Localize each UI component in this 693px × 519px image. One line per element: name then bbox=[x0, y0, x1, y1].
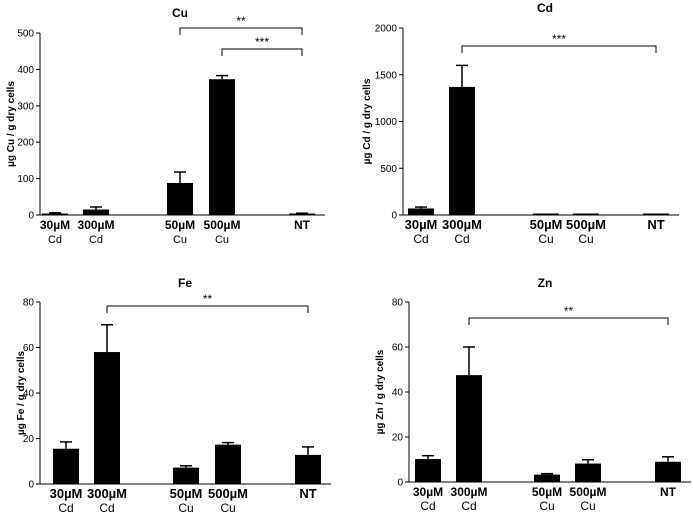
x-tick-label: 50µM bbox=[530, 217, 563, 232]
y-tick-label: 400 bbox=[17, 65, 34, 76]
bar-0 bbox=[408, 208, 434, 215]
chart-title: Cd bbox=[537, 1, 553, 15]
y-tick-label: 0 bbox=[397, 478, 403, 489]
significance-bracket bbox=[221, 48, 303, 56]
significance-label: ** bbox=[236, 14, 246, 28]
chart-panel-Cu: Cu 0 100 200 300 400 500 µg Cu / g dry cells 30µ… bbox=[6, 6, 325, 246]
y-tick-label: 20 bbox=[392, 433, 404, 444]
bar-2 bbox=[167, 182, 193, 215]
x-tick-label: 500µM bbox=[204, 218, 241, 232]
y-tick-label: 0 bbox=[28, 480, 34, 491]
x-tick-label: NT bbox=[299, 486, 316, 501]
y-tick-label: 0 bbox=[28, 211, 34, 222]
significance-label: ** bbox=[564, 304, 574, 318]
x-tick-label: NT bbox=[647, 217, 664, 232]
chart-panel-Cd: Cd 0 500 1000 1500 2000 µg Cd / g dry cells 30µ… bbox=[362, 1, 679, 246]
x-tick-sublabel: Cd bbox=[89, 234, 103, 246]
x-tick-sublabel: Cd bbox=[420, 499, 435, 513]
x-tick-sublabel: Cu bbox=[539, 499, 554, 513]
x-tick-label: NT bbox=[660, 485, 677, 499]
bar-0 bbox=[53, 448, 79, 484]
bar-1 bbox=[449, 86, 475, 215]
y-tick-label: 500 bbox=[17, 29, 34, 40]
x-tick-sublabel: Cu bbox=[178, 501, 193, 515]
y-tick-label: 80 bbox=[392, 298, 404, 309]
x-tick-sublabel: Cd bbox=[461, 499, 476, 513]
x-tick-sublabel: Cd bbox=[48, 234, 62, 246]
y-tick-label: 100 bbox=[17, 174, 34, 185]
x-tick-sublabel: Cu bbox=[215, 234, 229, 246]
y-tick-label: 1000 bbox=[375, 117, 398, 128]
y-tick-label: 300 bbox=[17, 101, 34, 112]
x-tick-label: 300µM bbox=[442, 217, 482, 232]
x-tick-label: 30µM bbox=[405, 217, 438, 232]
x-tick-label: 30µM bbox=[413, 485, 443, 499]
x-tick-label: 30µM bbox=[50, 486, 83, 501]
bar-4 bbox=[289, 213, 315, 215]
y-axis-label: µg Zn / g dry cells bbox=[375, 349, 386, 434]
y-tick-label: 80 bbox=[23, 298, 35, 309]
y-tick-label: 0 bbox=[391, 211, 397, 222]
significance-label: *** bbox=[255, 35, 269, 49]
bar-3 bbox=[215, 444, 241, 484]
y-tick-label: 40 bbox=[23, 389, 35, 400]
x-tick-label: 300µM bbox=[78, 218, 115, 232]
chart-title: Cu bbox=[172, 6, 188, 20]
bar-3 bbox=[209, 79, 235, 215]
x-tick-label: 300µM bbox=[451, 485, 488, 499]
significance-bracket bbox=[468, 317, 669, 325]
y-tick-label: 60 bbox=[392, 343, 404, 354]
y-axis-label: µg Cd / g dry cells bbox=[362, 78, 373, 164]
x-tick-label: 30µM bbox=[40, 218, 70, 232]
significance-bracket bbox=[106, 305, 309, 313]
y-axis-label: µg Cu / g dry cells bbox=[6, 81, 17, 167]
x-tick-sublabel: Cu bbox=[173, 234, 187, 246]
bar-2 bbox=[173, 467, 199, 484]
x-tick-sublabel: Cd bbox=[413, 232, 428, 246]
x-tick-label: 500µM bbox=[566, 217, 606, 232]
y-tick-label: 40 bbox=[392, 388, 404, 399]
x-tick-sublabel: Cu bbox=[580, 499, 595, 513]
y-tick-label: 1500 bbox=[375, 70, 398, 81]
x-tick-sublabel: Cu bbox=[578, 232, 593, 246]
x-tick-label: 50µM bbox=[165, 218, 195, 232]
significance-label: *** bbox=[552, 32, 566, 46]
bar-1 bbox=[83, 209, 109, 215]
bar-4 bbox=[295, 454, 321, 484]
bar-1 bbox=[94, 352, 120, 484]
significance-bracket bbox=[179, 27, 303, 35]
x-tick-sublabel: Cd bbox=[99, 501, 114, 515]
y-tick-label: 500 bbox=[380, 164, 397, 175]
x-tick-label: NT bbox=[294, 218, 311, 232]
x-tick-sublabel: Cu bbox=[538, 232, 553, 246]
bar-0 bbox=[415, 459, 441, 482]
y-tick-label: 60 bbox=[23, 343, 35, 354]
x-tick-sublabel: Cd bbox=[58, 501, 73, 515]
y-tick-label: 2000 bbox=[375, 24, 398, 35]
x-tick-label: 50µM bbox=[170, 486, 203, 501]
bar-0 bbox=[42, 213, 68, 215]
y-tick-label: 20 bbox=[23, 434, 35, 445]
x-tick-label: 500µM bbox=[570, 485, 607, 499]
x-tick-sublabel: Cd bbox=[454, 232, 469, 246]
y-axis-label: µg Fe / g dry cells bbox=[16, 351, 27, 436]
x-tick-sublabel: Cu bbox=[220, 501, 235, 515]
chart-title: Zn bbox=[538, 276, 553, 290]
bar-3 bbox=[575, 463, 601, 482]
bar-1 bbox=[456, 375, 482, 482]
bar-4 bbox=[655, 461, 681, 482]
x-tick-label: 50µM bbox=[532, 485, 562, 499]
x-tick-label: 500µM bbox=[208, 486, 248, 501]
x-tick-label: 300µM bbox=[87, 486, 127, 501]
y-tick-label: 200 bbox=[17, 138, 34, 149]
significance-label: ** bbox=[203, 292, 213, 306]
chart-title: Fe bbox=[178, 276, 192, 290]
bar-2 bbox=[534, 474, 560, 482]
significance-bracket bbox=[461, 45, 657, 53]
bar-2 bbox=[533, 213, 559, 215]
